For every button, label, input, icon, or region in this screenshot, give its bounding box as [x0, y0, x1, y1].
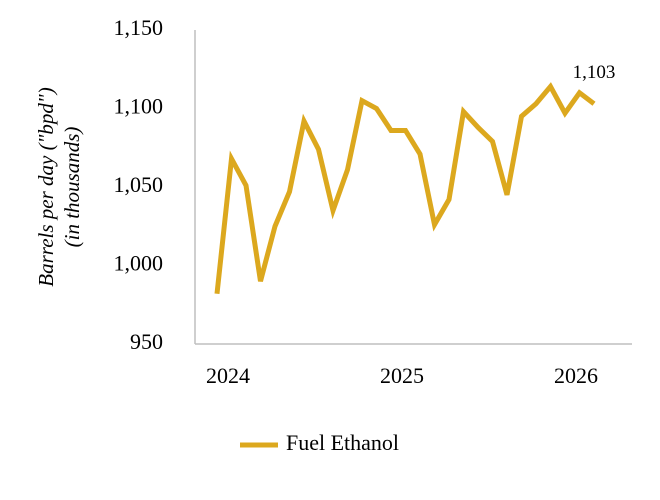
y-tick-label: 1,150 — [114, 15, 164, 40]
legend-label: Fuel Ethanol — [286, 430, 399, 455]
y-tick-label: 1,100 — [114, 94, 164, 119]
y-tick-label: 1,000 — [114, 251, 164, 276]
x-tick-label: 2025 — [380, 363, 424, 388]
data-label: 1,103 — [573, 62, 616, 83]
y-tick-label: 950 — [130, 329, 163, 354]
y-tick-label: 1,050 — [114, 172, 164, 197]
y-axis-title-line: Barrels per day ("bpd") — [34, 87, 58, 286]
x-tick-label: 2024 — [206, 363, 250, 388]
data-line — [214, 82, 596, 295]
x-tick-label: 2026 — [554, 363, 598, 388]
y-axis-title: Barrels per day ("bpd") (in thousands) — [34, 87, 84, 286]
y-axis-title-line: (in thousands) — [60, 127, 84, 248]
